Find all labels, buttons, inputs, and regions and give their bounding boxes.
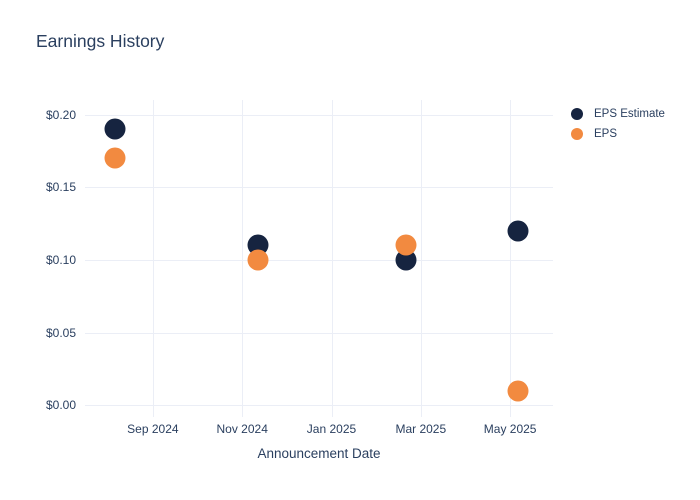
legend-marker-eps-icon bbox=[571, 128, 583, 140]
gridline-horizontal bbox=[85, 114, 553, 116]
legend-label: EPS Estimate bbox=[594, 108, 665, 120]
data-point-eps[interactable] bbox=[247, 249, 269, 271]
chart-title: Earnings History bbox=[36, 31, 165, 51]
gridline-horizontal bbox=[85, 405, 553, 407]
x-tick-label: May 2025 bbox=[483, 422, 537, 436]
gridline-vertical bbox=[331, 100, 333, 417]
data-point-eps-estimate[interactable] bbox=[104, 118, 126, 140]
legend-marker-eps-estimate-icon bbox=[571, 108, 583, 120]
plot-area: Sep 2024 Nov 2024 Jan 2025 Mar 2025 May 2025… bbox=[46, 100, 553, 436]
y-tick-label: $0.20 bbox=[45, 107, 76, 122]
gridline-horizontal bbox=[85, 332, 553, 334]
gridline-vertical bbox=[510, 100, 512, 417]
legend-label: EPS bbox=[594, 128, 618, 140]
y-tick-label: $0.00 bbox=[45, 398, 76, 413]
gridline-vertical bbox=[152, 100, 154, 417]
x-tick-label: Nov 2024 bbox=[216, 422, 268, 436]
y-tick-label: $0.15 bbox=[45, 180, 76, 195]
gridline-horizontal bbox=[85, 187, 553, 189]
data-point-eps-estimate[interactable] bbox=[507, 220, 529, 242]
gridline-vertical bbox=[242, 100, 244, 417]
gridline-horizontal bbox=[85, 259, 553, 261]
x-axis-title: Announcement Date bbox=[257, 446, 381, 461]
x-tick-label: Mar 2025 bbox=[395, 422, 447, 436]
x-tick-label: Jan 2025 bbox=[306, 422, 357, 436]
legend-item-eps-estimate[interactable]: EPS Estimate bbox=[571, 104, 665, 124]
gridline-vertical bbox=[420, 100, 422, 417]
data-point-eps[interactable] bbox=[507, 380, 529, 402]
x-tick-label: Sep 2024 bbox=[127, 422, 179, 436]
y-tick-label: $0.10 bbox=[45, 252, 76, 267]
data-point-eps[interactable] bbox=[395, 234, 417, 256]
y-tick-label: $0.05 bbox=[45, 325, 76, 340]
legend-item-eps[interactable]: EPS bbox=[571, 124, 665, 144]
legend: EPS Estimate EPS bbox=[571, 104, 665, 144]
data-point-eps[interactable] bbox=[104, 147, 126, 169]
